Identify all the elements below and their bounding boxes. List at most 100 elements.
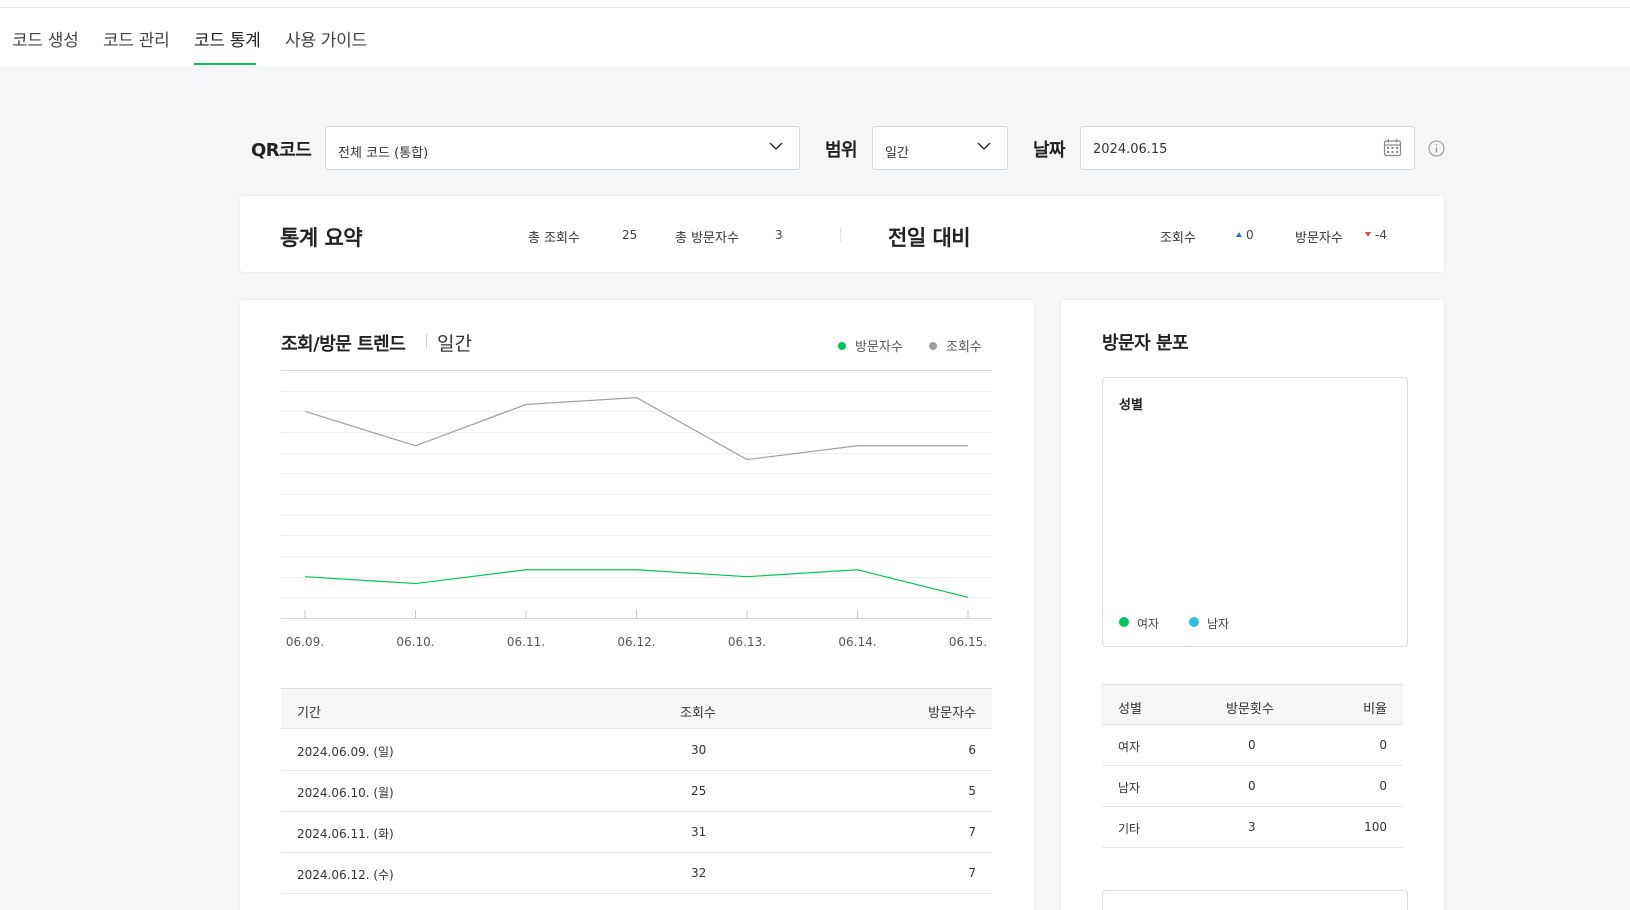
range-select-value: 일간	[885, 146, 909, 161]
gender-row-count: 0	[1248, 738, 1256, 752]
trend-line-chart: 06.09. 06.10. 06.11. 06.12. 06.13. 06.14. 06.1…	[281, 370, 992, 649]
row-date: 2024.06.11. (화)	[297, 827, 394, 841]
next-distribution-box	[1102, 890, 1408, 910]
table-header: 기간 조회수 방문자수	[281, 688, 992, 729]
legend-male-label: 남자	[1207, 617, 1230, 631]
visitors-delta-label: 방문자수	[1295, 231, 1343, 246]
qr-code-select-value: 전체 코드 (통합)	[338, 146, 429, 161]
top-divider	[0, 7, 1630, 8]
x-tick-label: 06.10.	[396, 635, 434, 649]
gender-row-count: 0	[1248, 779, 1256, 793]
row-visitors: 7	[968, 825, 976, 839]
gender-header-label: 성별	[1118, 702, 1142, 717]
gender-row-ratio: 100	[1364, 820, 1387, 834]
row-date: 2024.06.09. (일)	[297, 745, 394, 759]
header-views: 조회수	[680, 706, 716, 721]
row-visitors: 5	[968, 784, 976, 798]
row-visitors: 7	[968, 866, 976, 880]
distribution-title: 방문자 분포	[1102, 333, 1189, 354]
x-tick-label: 06.14.	[838, 635, 876, 649]
gender-row-count: 3	[1248, 820, 1256, 834]
views-delta-value: 0	[1246, 228, 1254, 242]
row-views: 32	[691, 866, 707, 880]
gender-header-ratio: 비율	[1363, 702, 1387, 717]
date-input-value: 2024.06.15	[1093, 142, 1168, 157]
legend-dot-male	[1189, 617, 1199, 627]
chevron-down-icon	[769, 142, 783, 151]
table-row: 2024.06.12. (수) 32 7	[281, 853, 992, 894]
row-views: 30	[691, 743, 707, 757]
gender-table-header: 성별 방문횟수 비율	[1102, 684, 1403, 725]
visitors-delta-value: -4	[1375, 228, 1387, 242]
gender-row-label: 여자	[1118, 740, 1141, 754]
summary-divider	[840, 228, 841, 242]
trend-card	[239, 299, 1035, 910]
tab-code-stats[interactable]: 코드 통계	[194, 31, 261, 51]
table-row: 2024.06.10. (월) 25 5	[281, 771, 992, 812]
x-tick-label: 06.09.	[286, 635, 324, 649]
header-period: 기간	[297, 706, 321, 721]
gender-table-row: 남자 0 0	[1102, 766, 1403, 807]
total-views-value: 25	[622, 228, 638, 242]
x-tick-label: 06.11.	[507, 635, 545, 649]
qr-code-select[interactable]: 전체 코드 (통합)	[325, 126, 800, 170]
info-icon[interactable]	[1428, 140, 1445, 157]
legend-dot-visitors	[838, 342, 846, 350]
arrow-up-icon	[1236, 232, 1242, 237]
date-label: 날짜	[1033, 140, 1066, 161]
legend-views-label: 조회수	[946, 340, 982, 355]
legend-male: 남자	[1189, 615, 1229, 632]
gender-row-ratio: 0	[1379, 779, 1387, 793]
tab-code-manage[interactable]: 코드 관리	[103, 31, 170, 51]
range-label: 범위	[825, 140, 858, 161]
views-delta: 0	[1236, 228, 1254, 242]
legend-female: 여자	[1119, 615, 1159, 632]
arrow-down-icon	[1365, 232, 1371, 237]
top-navigation	[0, 0, 1630, 66]
row-views: 25	[691, 784, 707, 798]
table-row: 2024.06.09. (일) 30 6	[281, 730, 992, 771]
gender-chart-box: 성별 여자 남자	[1102, 377, 1408, 647]
x-tick-label: 06.15.	[949, 635, 987, 649]
qr-code-label: QR코드	[251, 140, 312, 161]
trend-title: 조회/방문 트렌드	[281, 334, 406, 355]
row-visitors: 6	[968, 743, 976, 757]
summary-title: 통계 요약	[280, 226, 363, 250]
legend-views: 조회수	[929, 336, 982, 355]
legend-female-label: 여자	[1137, 617, 1160, 631]
calendar-icon[interactable]	[1383, 138, 1402, 157]
date-input[interactable]: 2024.06.15	[1080, 126, 1415, 170]
series-line-visitors	[304, 569, 969, 598]
total-visitors-label: 총 방문자수	[675, 231, 739, 246]
gender-row-label: 남자	[1118, 781, 1141, 795]
summary-card	[239, 195, 1445, 273]
chevron-down-icon	[977, 142, 991, 151]
gender-header-count: 방문횟수	[1226, 702, 1274, 717]
row-date: 2024.06.10. (월)	[297, 786, 394, 800]
visitors-delta: -4	[1365, 228, 1387, 242]
views-delta-label: 조회수	[1160, 231, 1196, 246]
title-separator	[426, 334, 427, 348]
header-visitors: 방문자수	[928, 706, 976, 721]
compare-title: 전일 대비	[888, 226, 971, 250]
gender-row-label: 기타	[1118, 822, 1141, 836]
total-visitors-value: 3	[775, 228, 783, 242]
row-date: 2024.06.12. (수)	[297, 868, 394, 882]
gender-table-row: 여자 0 0	[1102, 725, 1403, 766]
trend-period: 일간	[437, 333, 472, 355]
range-select[interactable]: 일간	[872, 126, 1008, 170]
tab-code-create[interactable]: 코드 생성	[12, 31, 79, 51]
gender-box-title: 성별	[1119, 398, 1143, 413]
gender-row-ratio: 0	[1379, 738, 1387, 752]
tab-usage-guide[interactable]: 사용 가이드	[285, 31, 367, 51]
row-views: 31	[691, 825, 707, 839]
total-views-label: 총 조회수	[528, 231, 580, 246]
x-tick-label: 06.12.	[617, 635, 655, 649]
series-line-views	[304, 396, 968, 461]
legend-dot-female	[1119, 617, 1129, 627]
x-tick-label: 06.13.	[728, 635, 766, 649]
gender-table-row: 기타 3 100	[1102, 807, 1403, 848]
active-tab-indicator	[194, 63, 256, 65]
legend-visitors-label: 방문자수	[855, 340, 903, 355]
legend-dot-views	[929, 342, 937, 350]
